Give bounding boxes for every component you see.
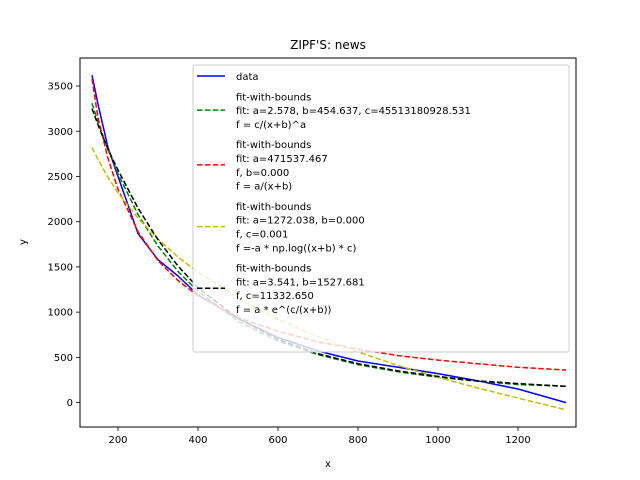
legend: data fit-with-bounds fit: a=2.578, b=454.6… — [192, 64, 570, 353]
legend-entry-1: fit-with-bounds fit: a=2.578, b=454.637, … — [236, 92, 471, 131]
legend-entry-line: f, c=11332.650 — [236, 291, 314, 302]
legend-entry-line: fit-with-bounds — [236, 92, 311, 103]
legend-entry-3: fit-with-bounds fit: a=1272.038, b=0.000 f… — [236, 202, 365, 254]
legend-frame — [192, 64, 570, 353]
legend-entry-2: fit-with-bounds fit: a=471537.467 f, b=0.0… — [236, 140, 328, 192]
legend-entry-line: f = a * e^(c/(x+b)) — [236, 305, 331, 316]
y-axis-label: y — [18, 239, 29, 245]
y-tick-label: 0 — [67, 398, 73, 409]
x-tick-label: 400 — [188, 435, 207, 446]
y-tick-label: 500 — [54, 353, 73, 364]
y-tick-label: 3000 — [48, 127, 73, 138]
series-line-4 — [91, 108, 567, 388]
x-tick-label: 600 — [268, 435, 287, 446]
chart-title: ZIPF'S: news — [290, 38, 366, 52]
series-line-3 — [91, 147, 567, 411]
x-tick-label: 1200 — [505, 435, 530, 446]
legend-entries: data fit-with-bounds fit: a=2.578, b=454.6… — [197, 72, 471, 316]
y-tick-label: 1500 — [48, 262, 73, 273]
y-tick-label: 3500 — [48, 82, 73, 93]
legend-entry-line: fit: a=1272.038, b=0.000 — [236, 216, 365, 227]
y-tick-label: 2500 — [48, 172, 73, 183]
legend-entry-line: fit-with-bounds — [236, 202, 311, 213]
legend-entry-0: data — [236, 72, 259, 83]
legend-entry-line: fit-with-bounds — [236, 264, 311, 275]
axes-frame — [79, 57, 577, 428]
legend-entry-line: f, b=0.000 — [236, 168, 289, 179]
x-tick-label: 200 — [108, 435, 127, 446]
legend-entry-line: f = c/(x+b)^a — [236, 120, 306, 131]
legend-entry-line: fit: a=3.541, b=1527.681 — [236, 277, 365, 288]
y-tick-label: 1000 — [48, 308, 73, 319]
y-tick-label: 2000 — [48, 217, 73, 228]
legend-entry-line: f =-a * np.log((x+b) * c) — [236, 243, 356, 254]
legend-entry-line: f = a/(x+b) — [236, 182, 292, 193]
legend-entry-line: f, c=0.001 — [236, 230, 288, 241]
x-tick-label: 800 — [348, 435, 367, 446]
y-axis: 0 500 1000 1500 2000 2500 3000 3500 — [48, 82, 80, 409]
x-tick-label: 1000 — [425, 435, 450, 446]
legend-entry-line: fit: a=471537.467 — [236, 154, 328, 165]
x-axis-label: x — [325, 459, 331, 470]
legend-entry-line: fit: a=2.578, b=454.637, c=45513180928.5… — [236, 106, 471, 117]
legend-entry-4: fit-with-bounds fit: a=3.541, b=1527.681 f… — [236, 264, 365, 316]
legend-entry-line: data — [236, 72, 259, 83]
legend-entry-line: fit-with-bounds — [236, 140, 311, 151]
x-axis: 200 400 600 800 1000 1200 — [108, 427, 531, 446]
